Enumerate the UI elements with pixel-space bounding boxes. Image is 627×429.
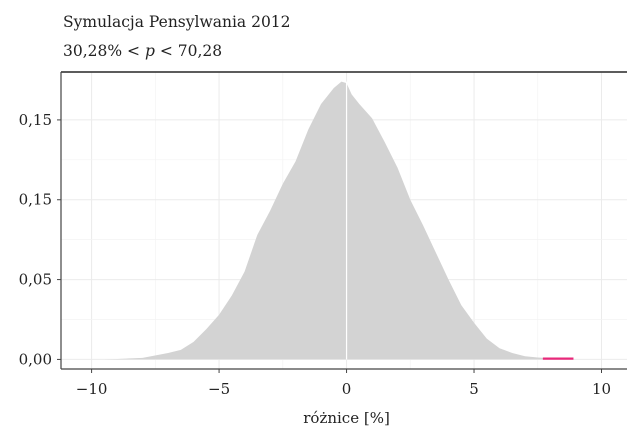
x-tick-label: 0 [342, 380, 352, 398]
y-tick-label: 0,05 [19, 271, 52, 289]
y-tick-label: 0,00 [19, 350, 52, 368]
plot-frame [60, 71, 627, 370]
x-tick-label: 5 [469, 380, 479, 398]
y-axis: 0,00 0,05 0,15 0,15 [19, 111, 61, 368]
subtitle-prefix: 30,28% < [63, 42, 145, 60]
y-tick-label: 0,15 [19, 111, 52, 129]
subtitle-suffix: < 70,28 [154, 42, 223, 60]
density-area [104, 81, 577, 360]
chart-subtitle: 30,28% < p < 70,28 [63, 42, 222, 60]
x-tick-label: −10 [76, 380, 108, 398]
subtitle-variable: p [144, 42, 155, 60]
y-tick-label: 0,15 [19, 191, 52, 209]
x-tick-label: −5 [208, 380, 230, 398]
x-axis-title: różnice [%] [303, 409, 390, 427]
x-axis: −10 −5 0 5 10 [76, 369, 611, 398]
chart-title: Symulacja Pensylwania 2012 [63, 13, 291, 31]
x-tick-label: 10 [592, 380, 611, 398]
